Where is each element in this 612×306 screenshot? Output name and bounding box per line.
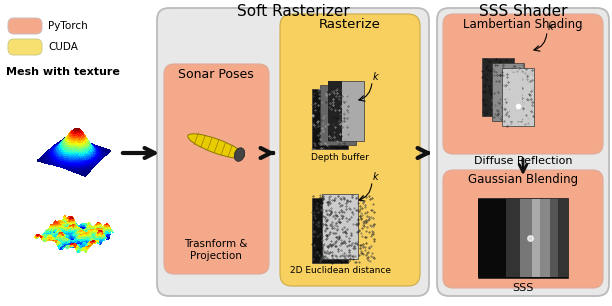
Text: k: k bbox=[373, 172, 379, 182]
FancyBboxPatch shape bbox=[502, 68, 534, 126]
FancyBboxPatch shape bbox=[443, 170, 603, 288]
FancyBboxPatch shape bbox=[157, 8, 429, 296]
FancyBboxPatch shape bbox=[280, 14, 420, 286]
FancyBboxPatch shape bbox=[540, 199, 554, 277]
Text: PyTorch: PyTorch bbox=[48, 21, 88, 31]
FancyBboxPatch shape bbox=[437, 8, 609, 296]
FancyBboxPatch shape bbox=[506, 199, 520, 277]
Text: SSS: SSS bbox=[512, 283, 534, 293]
FancyBboxPatch shape bbox=[312, 89, 348, 149]
Text: Rasterize: Rasterize bbox=[319, 18, 381, 31]
FancyBboxPatch shape bbox=[478, 198, 568, 278]
FancyBboxPatch shape bbox=[478, 199, 492, 277]
FancyBboxPatch shape bbox=[328, 81, 342, 141]
FancyBboxPatch shape bbox=[322, 194, 358, 259]
FancyBboxPatch shape bbox=[320, 85, 356, 145]
FancyBboxPatch shape bbox=[520, 199, 534, 277]
Text: k: k bbox=[548, 22, 554, 32]
FancyBboxPatch shape bbox=[443, 14, 603, 154]
FancyBboxPatch shape bbox=[492, 63, 524, 121]
Text: Soft Rasterizer: Soft Rasterizer bbox=[237, 4, 349, 19]
Text: 2D Euclidean distance: 2D Euclidean distance bbox=[289, 266, 390, 275]
FancyBboxPatch shape bbox=[8, 39, 42, 55]
Text: Depth buffer: Depth buffer bbox=[311, 153, 369, 162]
Text: Diffuse Reflection: Diffuse Reflection bbox=[474, 156, 572, 166]
Text: Lambertian Shading: Lambertian Shading bbox=[463, 18, 583, 31]
Text: SSS Shader: SSS Shader bbox=[479, 4, 567, 19]
FancyBboxPatch shape bbox=[312, 198, 348, 263]
FancyBboxPatch shape bbox=[164, 64, 269, 274]
Ellipse shape bbox=[188, 134, 244, 158]
FancyBboxPatch shape bbox=[532, 199, 546, 277]
Text: Sonar Poses: Sonar Poses bbox=[178, 68, 254, 81]
FancyBboxPatch shape bbox=[558, 199, 568, 277]
FancyBboxPatch shape bbox=[550, 199, 564, 277]
Text: CUDA: CUDA bbox=[48, 42, 78, 52]
FancyBboxPatch shape bbox=[482, 58, 514, 116]
FancyBboxPatch shape bbox=[328, 81, 364, 141]
Text: k: k bbox=[373, 72, 379, 82]
FancyBboxPatch shape bbox=[8, 18, 42, 34]
Text: Mesh with texture: Mesh with texture bbox=[6, 67, 120, 77]
Text: Trasnform &
Projection: Trasnform & Projection bbox=[184, 239, 248, 261]
Text: Gaussian Blending: Gaussian Blending bbox=[468, 173, 578, 186]
Ellipse shape bbox=[234, 148, 245, 161]
FancyBboxPatch shape bbox=[510, 73, 522, 121]
